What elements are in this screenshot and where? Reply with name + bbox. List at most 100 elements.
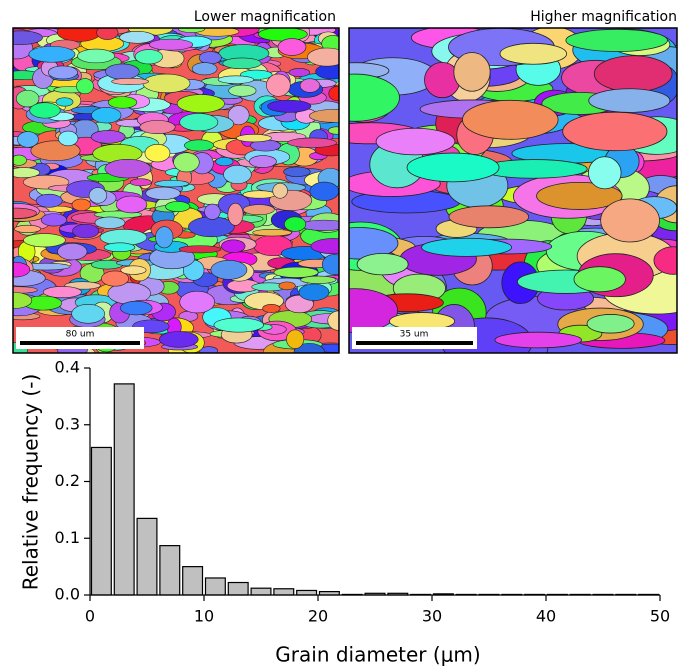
grain xyxy=(55,97,74,107)
y-tick-label: 0.2 xyxy=(55,471,80,490)
grain xyxy=(179,113,219,132)
grain xyxy=(104,159,151,179)
grain xyxy=(586,314,635,334)
bar xyxy=(182,566,204,596)
grain xyxy=(262,304,281,313)
grain xyxy=(448,205,530,229)
grain xyxy=(191,62,218,76)
grain xyxy=(107,96,138,109)
y-tick-label: 0.4 xyxy=(55,358,80,377)
grain xyxy=(217,75,255,84)
grain xyxy=(91,107,122,124)
grain xyxy=(653,246,677,275)
grain xyxy=(536,181,623,210)
bar xyxy=(113,383,135,596)
grain xyxy=(299,219,339,231)
grain xyxy=(198,51,222,65)
grain xyxy=(573,266,626,293)
x-tick-label: 30 xyxy=(422,607,442,626)
grain xyxy=(307,47,339,67)
grain xyxy=(248,155,277,168)
grain xyxy=(588,156,622,190)
grain xyxy=(184,139,214,152)
grain xyxy=(76,78,94,95)
bar xyxy=(136,517,158,596)
grain xyxy=(139,120,176,134)
grain xyxy=(321,254,339,275)
grain xyxy=(453,52,491,92)
grain xyxy=(242,204,275,216)
grain xyxy=(71,198,91,212)
grain xyxy=(179,290,216,314)
ebsd-map xyxy=(349,28,677,353)
grain xyxy=(288,68,311,77)
grain xyxy=(283,166,311,177)
grain xyxy=(13,286,38,294)
grain xyxy=(71,304,105,324)
grain xyxy=(176,94,225,114)
grain xyxy=(13,167,40,178)
grain xyxy=(375,127,456,156)
grain xyxy=(242,190,277,199)
grain xyxy=(134,49,163,65)
grain xyxy=(600,198,660,243)
bar xyxy=(296,589,318,596)
grain xyxy=(228,84,257,97)
grain xyxy=(178,245,222,254)
grain xyxy=(119,31,155,44)
grain xyxy=(328,86,339,102)
grain xyxy=(462,99,559,140)
grain xyxy=(236,133,272,143)
grain xyxy=(103,242,136,253)
bar xyxy=(273,588,295,596)
grain xyxy=(210,260,248,280)
grain xyxy=(13,30,43,45)
image-caption: Lower magnification xyxy=(194,9,336,25)
grain xyxy=(213,317,264,333)
grain xyxy=(42,286,82,299)
grain xyxy=(142,73,191,94)
grain xyxy=(158,331,199,348)
grain xyxy=(499,42,568,65)
grain xyxy=(16,89,40,108)
grain xyxy=(155,226,174,249)
x-tick-label: 0 xyxy=(85,607,95,626)
grain xyxy=(94,216,126,229)
grain xyxy=(165,201,191,213)
grain xyxy=(349,73,400,122)
grain xyxy=(154,180,190,188)
grain xyxy=(258,28,308,42)
grain xyxy=(144,144,171,163)
grain xyxy=(349,227,399,260)
grain xyxy=(278,281,296,291)
grain xyxy=(77,48,115,64)
grain xyxy=(315,63,339,80)
scale-label: 80 um xyxy=(66,330,95,340)
grain xyxy=(13,207,37,219)
grain xyxy=(28,45,76,63)
grain xyxy=(310,238,339,255)
grain xyxy=(252,228,292,237)
y-tick-label: 0.0 xyxy=(55,585,80,604)
grain xyxy=(309,109,339,123)
grain xyxy=(148,38,194,51)
grain xyxy=(96,28,119,40)
grain xyxy=(565,28,668,52)
grain xyxy=(58,130,79,147)
grain xyxy=(298,283,330,301)
grain xyxy=(111,77,150,85)
grain xyxy=(145,186,181,200)
grain xyxy=(13,292,33,309)
grain xyxy=(105,63,140,80)
image-frame xyxy=(12,27,340,354)
grain xyxy=(188,216,235,238)
grain xyxy=(101,270,129,287)
grain xyxy=(221,239,246,253)
scale-bar xyxy=(20,341,140,345)
grain xyxy=(72,223,100,239)
x-tick-label: 50 xyxy=(650,607,670,626)
grain xyxy=(284,216,307,232)
grain xyxy=(406,152,500,183)
grain xyxy=(88,187,108,204)
